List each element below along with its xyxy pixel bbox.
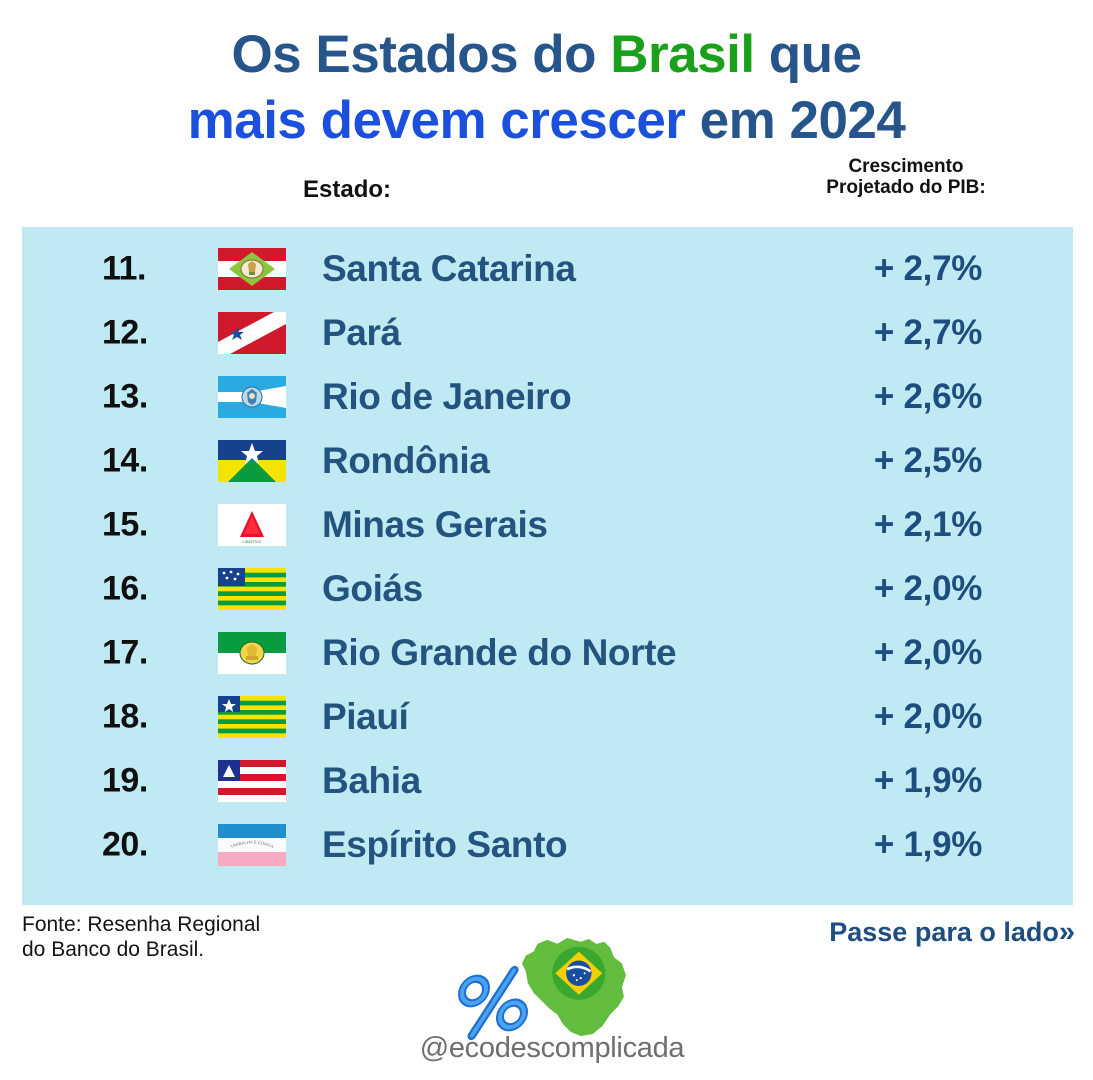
bahia-flag (218, 760, 286, 802)
state-name: Minas Gerais (322, 504, 548, 545)
para-flag (218, 312, 286, 354)
footer: Fonte: Resenha Regional do Banco do Bras… (0, 908, 1093, 1080)
column-header-growth: Crescimento Projetado do PIB: (806, 156, 1006, 198)
rank-number: 12. (102, 313, 148, 352)
santa-catarina-flag (218, 248, 286, 290)
state-name: Goiás (322, 568, 423, 609)
title-segment-mais-devem-crescer: mais devem crescer (187, 91, 686, 150)
brand-logo: @ecodescomplicada (402, 936, 702, 1076)
brand-handle: @ecodescomplicada (419, 1032, 685, 1064)
growth-value: + 2,0% (873, 697, 983, 736)
double-chevron-right-icon: » (1058, 916, 1075, 948)
state-name: Rondônia (322, 440, 490, 481)
state-name: Piauí (322, 696, 409, 737)
growth-value: + 1,9% (873, 761, 983, 800)
swipe-cta-label: Passe para o lado (829, 917, 1059, 947)
title-segment-em-2024: em 2024 (685, 91, 906, 150)
state-name: Rio de Janeiro (322, 376, 572, 417)
table-row: 13. Rio de Janeiro + 2,6% (22, 365, 1073, 429)
state-name: Rio Grande do Norte (322, 632, 677, 673)
rank-number: 13. (102, 377, 148, 416)
growth-value: + 2,1% (873, 505, 983, 544)
rank-number: 18. (102, 697, 148, 736)
column-header-growth-line2: Projetado do PIB: (826, 177, 986, 198)
growth-value: + 2,7% (873, 313, 983, 352)
source-note-line2: do Banco do Brasil. (22, 938, 205, 961)
growth-value: + 2,7% (873, 249, 983, 288)
state-name: Santa Catarina (322, 248, 576, 289)
rank-number: 17. (102, 633, 148, 672)
growth-value: + 2,6% (873, 377, 983, 416)
rank-number: 20. (102, 825, 148, 864)
rank-number: 15. (102, 505, 148, 544)
espirito-santo-flag: TRABALHA E CONFIA (218, 824, 286, 866)
title-segment-que: que (754, 25, 862, 84)
minas-gerais-flag: LIBERTAS (218, 504, 286, 546)
table-row: 15. LIBERTAS Minas Gerais + 2,1% (22, 493, 1073, 557)
table-row: 20. TRABALHA E CONFIA Espírito Santo + 1,… (22, 813, 1073, 877)
brazil-map-icon (402, 936, 702, 1041)
ranking-table-panel: 11. Santa Catarina + 2,7% 12. Pará + 2,7% 13… (22, 227, 1073, 905)
title-line-1: Os Estados do Brasil que (0, 22, 1093, 88)
growth-value: + 1,9% (873, 825, 983, 864)
state-name: Pará (322, 312, 401, 353)
state-name: Espírito Santo (322, 824, 568, 865)
rank-number: 14. (102, 441, 148, 480)
rondonia-flag (218, 440, 286, 482)
growth-value: + 2,5% (873, 441, 983, 480)
growth-value: + 2,0% (873, 569, 983, 608)
source-note-line1: Fonte: Resenha Regional (22, 913, 261, 936)
rank-number: 11. (102, 249, 146, 288)
column-header-state: Estado: (303, 176, 392, 203)
source-note: Fonte: Resenha Regional do Banco do Bras… (22, 912, 260, 962)
title-line-2: mais devem crescer em 2024 (0, 88, 1093, 154)
table-row: 18. Piauí + 2,0% (22, 685, 1073, 749)
table-row: 12. Pará + 2,7% (22, 301, 1073, 365)
rio-grande-do-norte-flag (218, 632, 286, 674)
swipe-cta[interactable]: Passe para o lado» (829, 916, 1075, 949)
rank-number: 19. (102, 761, 148, 800)
rio-de-janeiro-flag (218, 376, 286, 418)
title-segment-brasil: Brasil (610, 25, 755, 84)
rank-number: 16. (102, 569, 148, 608)
table-row: 14. Rondônia + 2,5% (22, 429, 1073, 493)
table-row: 11. Santa Catarina + 2,7% (22, 237, 1073, 301)
column-headers: Estado: Crescimento Projetado do PIB: (0, 156, 1093, 208)
table-row: 16. Goiás + 2,0% (22, 557, 1073, 621)
table-row: 17. Rio Grande do Norte + 2,0% (22, 621, 1073, 685)
goias-flag (218, 568, 286, 610)
table-row: 19. Bahia + 1,9% (22, 749, 1073, 813)
svg-text:LIBERTAS: LIBERTAS (243, 539, 262, 544)
growth-value: + 2,0% (873, 633, 983, 672)
page-title: Os Estados do Brasil que mais devem cres… (0, 0, 1093, 154)
piaui-flag (218, 696, 286, 738)
svg-text:TRABALHA E CONFIA: TRABALHA E CONFIA (230, 839, 275, 849)
title-segment-os-estados-do: Os Estados do (231, 25, 611, 84)
column-header-growth-line1: Crescimento (848, 156, 964, 177)
state-name: Bahia (322, 760, 421, 801)
percent-symbol-icon (458, 965, 528, 1041)
